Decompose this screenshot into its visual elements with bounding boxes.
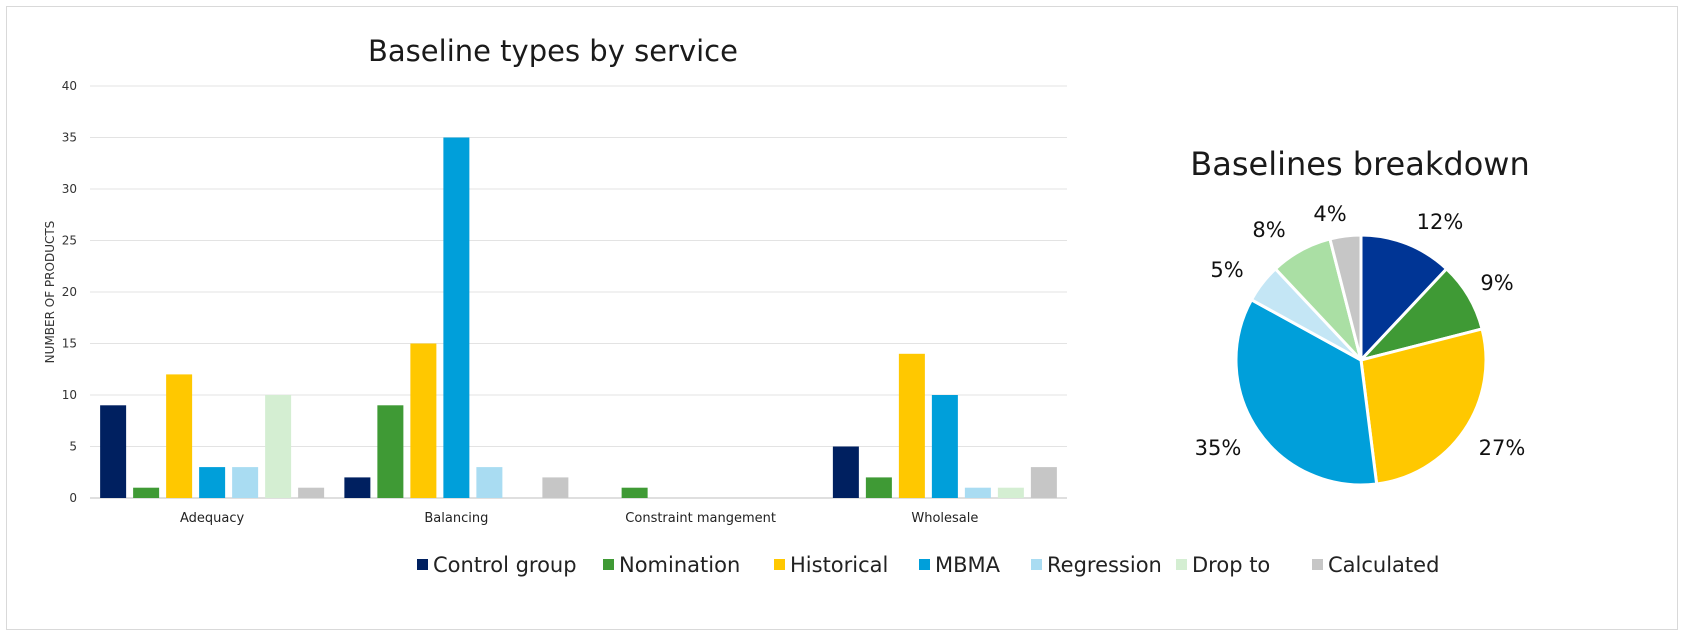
pie-slice-label: 4% xyxy=(1313,202,1346,226)
bar-mbma xyxy=(443,137,470,498)
pie-slice-label: 5% xyxy=(1210,258,1243,282)
bar-calculated xyxy=(542,477,569,498)
bar-calculated xyxy=(1030,467,1057,498)
bar-regression xyxy=(232,467,259,498)
pie-slice-label: 27% xyxy=(1479,436,1526,460)
legend-swatch xyxy=(417,559,428,570)
y-tick-label: 5 xyxy=(69,440,77,454)
y-tick-label: 30 xyxy=(62,182,77,196)
pie-labels: 12% 9% 27% 35% 5% 8% 4% xyxy=(1195,202,1526,460)
bar-nomination xyxy=(377,405,404,498)
legend-label: Calculated xyxy=(1328,553,1439,577)
pie-slice xyxy=(1328,233,1363,361)
category-label: Adequacy xyxy=(180,511,245,526)
y-tick-label: 25 xyxy=(62,234,77,248)
y-tick-labels: 0 5 10 15 20 25 30 35 40 xyxy=(62,79,77,505)
bar-mbma xyxy=(931,395,958,498)
bar-nomination xyxy=(865,477,892,498)
legend-label: Drop to xyxy=(1192,553,1270,577)
legend-label: MBMA xyxy=(935,553,1001,577)
pie-slices xyxy=(1234,233,1488,487)
category-label: Balancing xyxy=(424,511,488,526)
bar-historical xyxy=(410,343,437,498)
pie-slice xyxy=(1359,327,1488,486)
legend-swatch xyxy=(1031,559,1042,570)
bar-nomination xyxy=(133,487,160,498)
legend-swatch xyxy=(919,559,930,570)
category-label: Wholesale xyxy=(911,511,978,526)
bar-series xyxy=(100,137,1057,498)
pie-slice xyxy=(1359,233,1449,364)
bar-control-group xyxy=(344,477,371,498)
bar-regression xyxy=(964,487,991,498)
legend-swatch xyxy=(603,559,614,570)
y-tick-label: 40 xyxy=(62,79,77,93)
legend-swatch xyxy=(774,559,785,570)
bar-chart-title: Baseline types by service xyxy=(368,34,738,68)
legend-swatch xyxy=(1176,559,1187,570)
category-labels: Adequacy Balancing Constraint mangement Who… xyxy=(180,511,978,526)
legend-label: Historical xyxy=(790,553,888,577)
legend-label: Control group xyxy=(433,553,577,577)
bar-historical xyxy=(166,374,193,498)
pie-chart-title: Baselines breakdown xyxy=(1190,145,1529,183)
bar-historical xyxy=(898,353,925,498)
bar-drop-to xyxy=(265,395,292,498)
legend-swatch xyxy=(1312,559,1323,570)
y-tick-label: 15 xyxy=(62,337,77,351)
legend: Control group Nomination Historical MBMA Reg… xyxy=(417,553,1439,577)
bar-control-group xyxy=(100,405,127,498)
y-tick-label: 35 xyxy=(62,131,77,145)
bar-calculated xyxy=(298,487,325,498)
y-axis-label: NUMBER OF PRODUCTS xyxy=(43,221,57,364)
y-tick-label: 20 xyxy=(62,285,77,299)
bar-regression xyxy=(476,467,503,498)
pie-slice-label: 8% xyxy=(1252,218,1285,242)
category-label: Constraint mangement xyxy=(625,511,776,526)
pie-slice-label: 9% xyxy=(1480,271,1513,295)
bar-mbma xyxy=(199,467,226,498)
pie-slice-label: 35% xyxy=(1195,436,1242,460)
legend-label: Nomination xyxy=(619,553,740,577)
y-tick-label: 0 xyxy=(69,491,77,505)
legend-label: Regression xyxy=(1047,553,1162,577)
bar-nomination xyxy=(621,487,648,498)
pie-slice-label: 12% xyxy=(1417,210,1464,234)
bar-drop-to xyxy=(997,487,1024,498)
pie-slice xyxy=(1234,297,1379,487)
bar-control-group xyxy=(832,446,859,498)
y-tick-label: 10 xyxy=(62,388,77,402)
